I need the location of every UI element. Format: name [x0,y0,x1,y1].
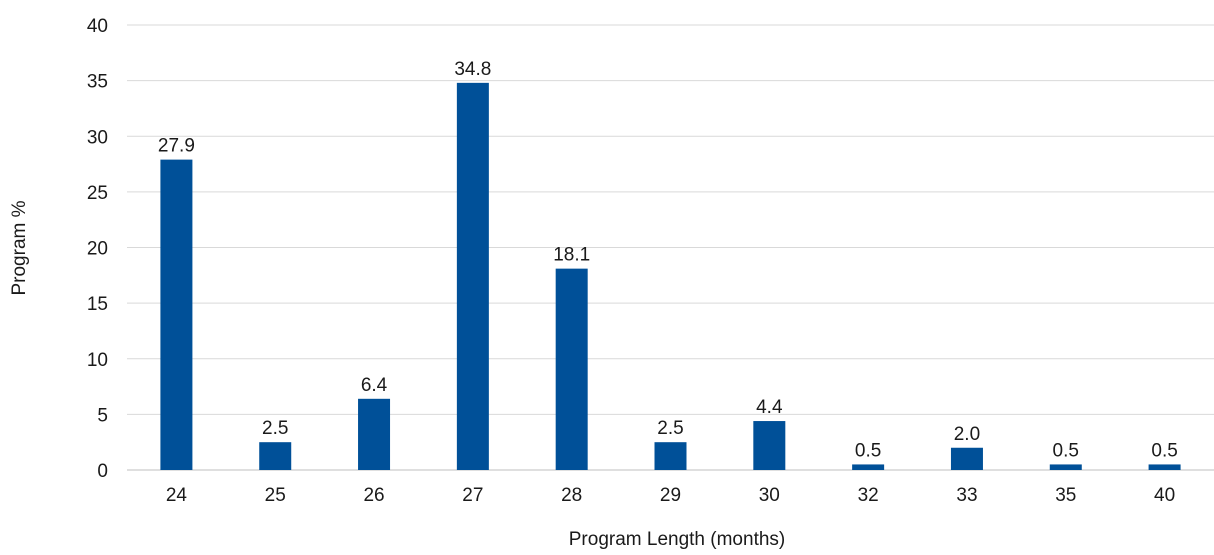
data-label: 27.9 [158,136,195,157]
y-tick-label: 15 [87,294,108,315]
y-axis-title: Program % [9,200,30,295]
y-tick-label: 20 [87,239,108,260]
data-label: 6.4 [361,375,388,396]
y-tick-label: 10 [87,350,108,371]
bar [950,447,983,470]
x-tick-label: 40 [1154,485,1175,506]
bar [358,398,391,470]
y-tick-label: 0 [97,461,108,482]
bar [753,421,786,470]
y-axis-ticks: 0 5 10 15 20 25 30 35 40 [87,16,108,482]
x-tick-label: 32 [858,485,879,506]
data-label: 0.5 [1053,440,1079,461]
data-label: 18.1 [553,245,590,266]
data-labels: 27.9 2.5 6.4 34.8 18.1 2.5 4.4 0.5 2.0 0.5 0.5 [158,59,1178,462]
bar [160,159,193,471]
bar [1148,464,1181,470]
bar [555,268,588,470]
data-label: 4.4 [756,397,783,418]
y-tick-label: 40 [87,16,108,37]
x-tick-label: 33 [956,485,977,506]
data-label: 2.5 [657,418,683,439]
x-tick-label: 29 [660,485,681,506]
bars [160,82,1181,471]
bar [654,442,687,470]
x-tick-label: 24 [166,485,188,506]
data-label: 34.8 [454,59,491,80]
data-label: 0.5 [855,440,881,461]
bar [852,464,885,470]
x-tick-label: 27 [462,485,483,506]
y-tick-label: 30 [87,127,108,148]
x-tick-label: 26 [363,485,384,506]
y-tick-label: 25 [87,183,108,204]
x-tick-label: 30 [759,485,780,506]
data-label: 0.5 [1151,440,1177,461]
x-axis-title: Program Length (months) [569,529,786,550]
x-tick-label: 35 [1055,485,1076,506]
data-label: 2.5 [262,418,288,439]
bar [456,82,489,470]
y-tick-label: 5 [97,405,108,426]
x-axis-ticks: 24 25 26 27 28 29 30 32 33 35 40 [166,485,1175,506]
data-label: 2.0 [954,424,980,445]
bar [1049,464,1082,470]
y-tick-label: 35 [87,72,108,93]
x-tick-label: 28 [561,485,582,506]
gridlines [127,24,1214,471]
bar [259,442,292,470]
x-tick-label: 25 [265,485,286,506]
